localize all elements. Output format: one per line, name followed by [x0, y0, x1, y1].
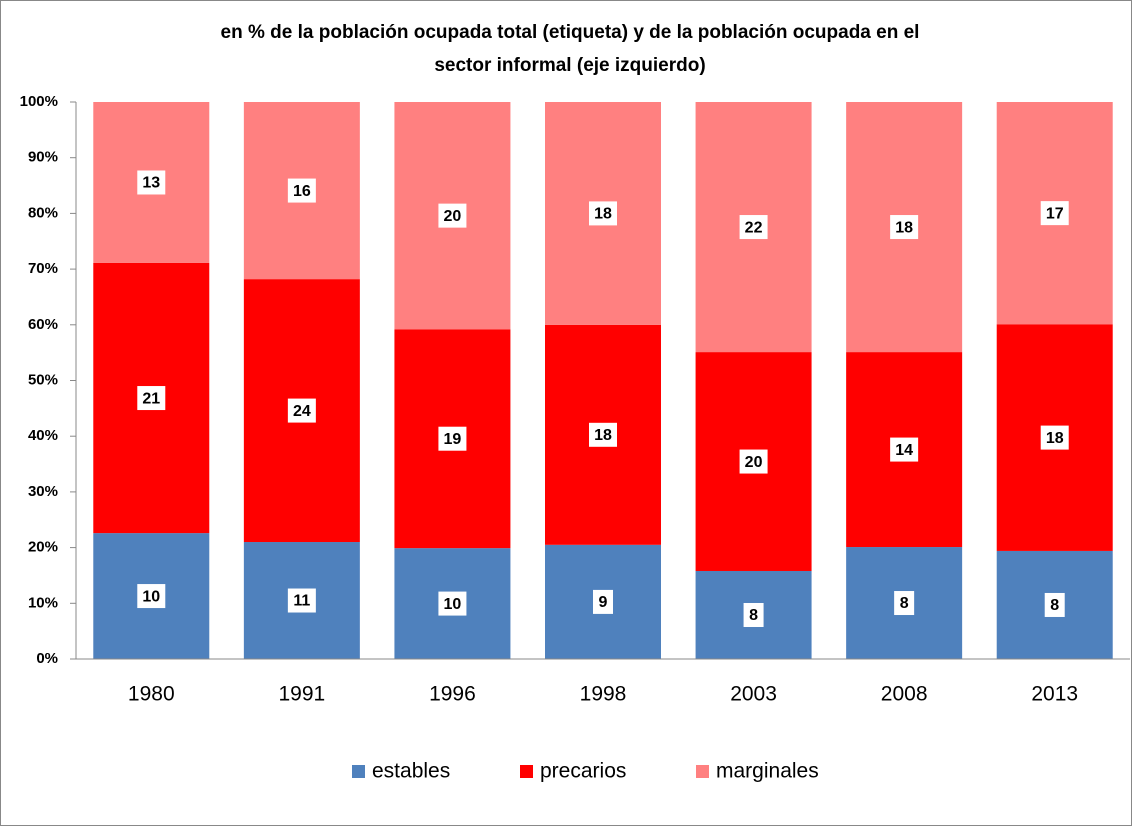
data-label-box — [287, 588, 316, 613]
data-label-box — [894, 591, 915, 616]
legend-swatch — [352, 765, 365, 778]
data-label-box — [438, 426, 467, 451]
chart-title: en % de la población ocupada total (etiq… — [221, 22, 920, 43]
y-tick-label: 100% — [20, 93, 58, 110]
data-label: 17 — [1046, 205, 1064, 222]
data-label: 18 — [1046, 430, 1064, 447]
data-label: 21 — [142, 390, 160, 407]
legend-swatch — [520, 765, 533, 778]
x-tick-label: 1991 — [278, 683, 325, 706]
legend-label: marginales — [716, 760, 819, 783]
y-tick-label: 90% — [28, 149, 58, 166]
x-tick-label: 1998 — [580, 683, 627, 706]
y-tick-label: 80% — [28, 204, 58, 221]
data-label-box — [739, 215, 768, 240]
data-label-box — [743, 602, 764, 627]
data-label-box — [137, 386, 166, 411]
data-label: 14 — [895, 442, 913, 459]
y-tick-label: 50% — [28, 371, 58, 388]
data-label: 19 — [444, 431, 462, 448]
data-label-box — [890, 215, 919, 240]
data-label: 24 — [293, 403, 311, 420]
x-tick-label: 2013 — [1031, 683, 1078, 706]
data-label: 18 — [594, 206, 612, 223]
y-tick-label: 10% — [28, 594, 58, 611]
y-tick-label: 20% — [28, 539, 58, 556]
x-tick-label: 1980 — [128, 683, 175, 706]
data-label: 9 — [599, 594, 608, 611]
data-label-box — [287, 398, 316, 423]
data-label-box — [890, 437, 919, 462]
data-label: 20 — [745, 454, 763, 471]
data-label-box — [287, 178, 316, 203]
x-tick-label: 2003 — [730, 683, 777, 706]
legend-label: precarios — [540, 760, 626, 783]
y-tick-label: 0% — [36, 650, 58, 667]
y-tick-label: 40% — [28, 427, 58, 444]
data-label: 8 — [1050, 597, 1059, 614]
x-tick-label: 2008 — [881, 683, 928, 706]
data-label-box — [137, 584, 166, 609]
data-label-box — [438, 203, 467, 228]
data-label-box — [593, 589, 613, 614]
y-tick-label: 70% — [28, 260, 58, 277]
legend-label: estables — [372, 760, 450, 783]
data-label: 10 — [444, 596, 462, 613]
data-label-box — [739, 449, 768, 474]
legend-swatch — [696, 765, 709, 778]
y-tick-label: 30% — [28, 483, 58, 500]
data-label-box — [438, 591, 467, 616]
data-label-box — [589, 201, 617, 226]
data-label: 10 — [142, 588, 160, 605]
data-label: 11 — [293, 593, 310, 610]
chart-title: sector informal (eje izquierdo) — [434, 55, 705, 76]
data-label-box — [137, 170, 166, 195]
data-label: 18 — [594, 427, 612, 444]
data-label-box — [1040, 201, 1069, 226]
data-label: 8 — [900, 595, 909, 612]
y-tick-label: 60% — [28, 316, 58, 333]
data-label: 22 — [745, 219, 763, 236]
data-label: 13 — [142, 175, 160, 192]
data-label: 8 — [749, 607, 758, 624]
data-label-box — [589, 422, 617, 447]
x-tick-label: 1996 — [429, 683, 476, 706]
data-label-box — [1044, 592, 1065, 617]
data-label: 16 — [293, 183, 311, 200]
data-label: 18 — [895, 219, 913, 236]
data-label: 20 — [444, 208, 462, 225]
data-label-box — [1040, 425, 1069, 450]
